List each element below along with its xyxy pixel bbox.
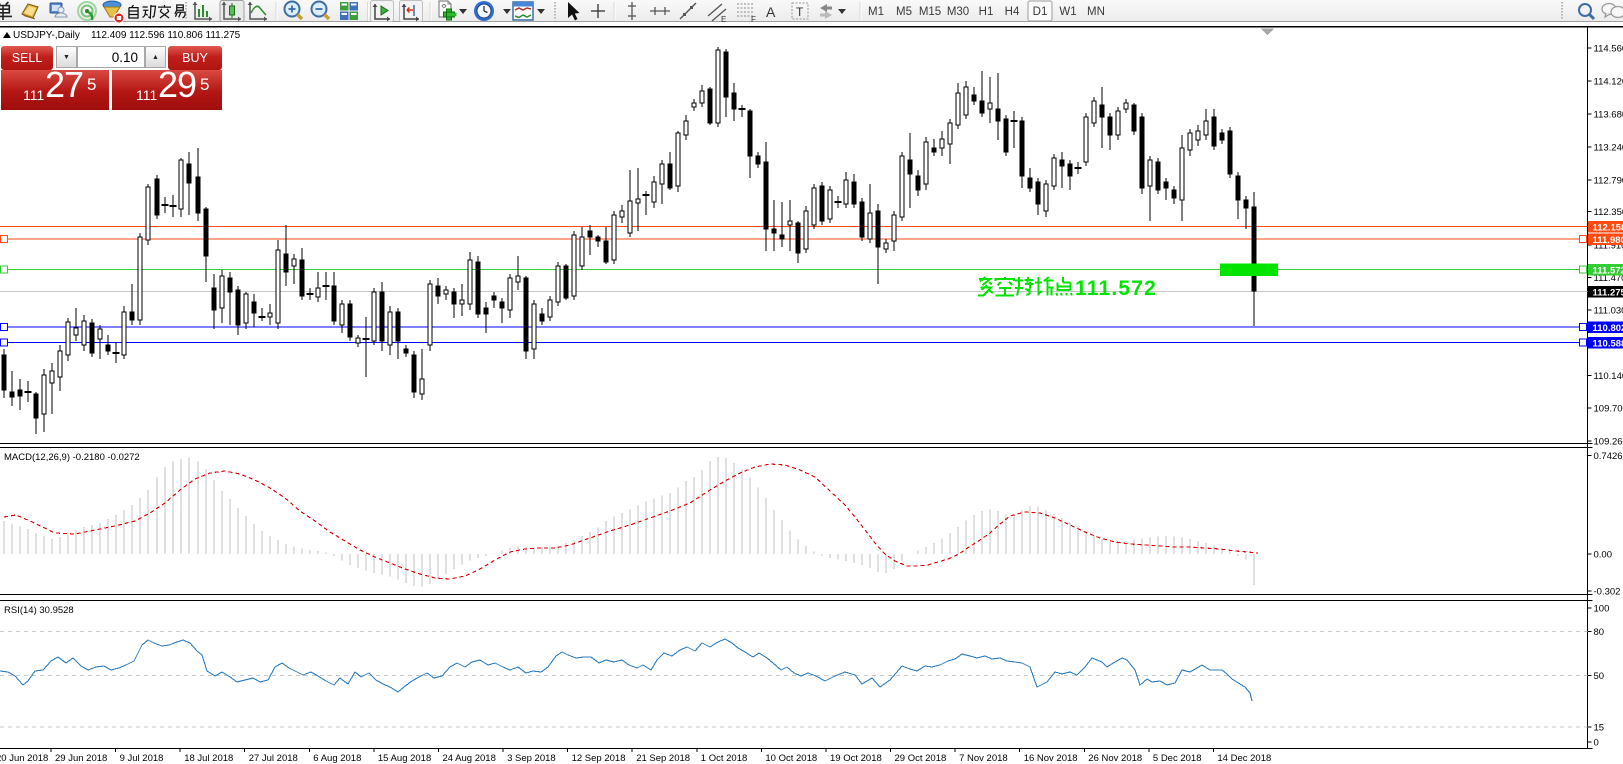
svg-text:T: T <box>796 5 804 19</box>
svg-text:A: A <box>766 4 776 20</box>
svg-text:M5: M5 <box>896 6 912 18</box>
svg-text:H1: H1 <box>979 6 994 18</box>
svg-text:D1: D1 <box>1033 6 1048 18</box>
svg-text:0.7426: 0.7426 <box>1594 451 1623 462</box>
svg-text:0.00: 0.00 <box>1594 550 1613 561</box>
svg-text:W1: W1 <box>1059 6 1076 18</box>
svg-text:111.572: 111.572 <box>1593 265 1623 276</box>
svg-text:110.140: 110.140 <box>1594 371 1623 382</box>
svg-text:111.030: 111.030 <box>1594 306 1623 317</box>
svg-text:111.275: 111.275 <box>1593 287 1623 298</box>
svg-text:26 Nov 2018: 26 Nov 2018 <box>1088 753 1142 764</box>
svg-text:15: 15 <box>1594 723 1605 734</box>
svg-text:29 Jun 2018: 29 Jun 2018 <box>55 753 107 764</box>
svg-text:9 Jul 2018: 9 Jul 2018 <box>120 753 164 764</box>
svg-text:12 Sep 2018: 12 Sep 2018 <box>572 753 626 764</box>
svg-text:-0.302: -0.302 <box>1594 587 1621 598</box>
svg-text:16 Nov 2018: 16 Nov 2018 <box>1024 753 1078 764</box>
svg-text:109.700: 109.700 <box>1594 404 1623 415</box>
svg-text:29 Oct 2018: 29 Oct 2018 <box>895 753 947 764</box>
svg-text:27 Jul 2018: 27 Jul 2018 <box>249 753 298 764</box>
svg-text:MN: MN <box>1087 6 1105 18</box>
svg-text:3 Sep 2018: 3 Sep 2018 <box>507 753 556 764</box>
svg-text:50: 50 <box>1594 671 1605 682</box>
svg-text:19 Oct 2018: 19 Oct 2018 <box>830 753 882 764</box>
svg-text:F: F <box>751 15 756 24</box>
svg-text:MACD(12,26,9) -0.2180 -0.0272: MACD(12,26,9) -0.2180 -0.0272 <box>4 452 140 463</box>
svg-text:H4: H4 <box>1005 6 1020 18</box>
svg-text:100: 100 <box>1594 604 1610 615</box>
svg-text:M15: M15 <box>919 6 941 18</box>
svg-text:112.350: 112.350 <box>1594 207 1623 218</box>
svg-text:10 Oct 2018: 10 Oct 2018 <box>765 753 817 764</box>
svg-text:5 Dec 2018: 5 Dec 2018 <box>1153 753 1202 764</box>
svg-text:110.802: 110.802 <box>1593 323 1623 334</box>
svg-text:113.240: 113.240 <box>1594 143 1623 154</box>
svg-text:E: E <box>721 15 726 24</box>
svg-text:80: 80 <box>1594 627 1605 638</box>
svg-text:20 Jun 2018: 20 Jun 2018 <box>0 753 48 764</box>
svg-text:15 Aug 2018: 15 Aug 2018 <box>378 753 431 764</box>
svg-text:18 Jul 2018: 18 Jul 2018 <box>184 753 233 764</box>
svg-text:7 Nov 2018: 7 Nov 2018 <box>959 753 1008 764</box>
svg-text:21 Sep 2018: 21 Sep 2018 <box>636 753 690 764</box>
svg-text:24 Aug 2018: 24 Aug 2018 <box>443 753 496 764</box>
svg-text:1 Oct 2018: 1 Oct 2018 <box>701 753 747 764</box>
svg-text:14 Dec 2018: 14 Dec 2018 <box>1217 753 1271 764</box>
svg-text:6 Aug 2018: 6 Aug 2018 <box>313 753 361 764</box>
svg-text:113.680: 113.680 <box>1594 110 1623 121</box>
svg-text:109.260: 109.260 <box>1594 437 1623 448</box>
svg-text:M1: M1 <box>868 6 884 18</box>
svg-text:111.470: 111.470 <box>1594 273 1623 284</box>
svg-text:114.560: 114.560 <box>1594 44 1623 55</box>
svg-text:114.120: 114.120 <box>1594 77 1623 88</box>
svg-text:RSI(14) 30.9528: RSI(14) 30.9528 <box>4 605 74 616</box>
svg-text:0: 0 <box>1594 738 1599 749</box>
svg-text:112.158: 112.158 <box>1593 222 1623 233</box>
svg-text:111.910: 111.910 <box>1594 241 1623 252</box>
svg-text:M30: M30 <box>947 6 969 18</box>
svg-text:111.572: 111.572 <box>1075 277 1157 300</box>
svg-text:110.588: 110.588 <box>1593 338 1623 349</box>
svg-text:111.980: 111.980 <box>1593 235 1623 246</box>
svg-text:112.790: 112.790 <box>1594 176 1623 187</box>
